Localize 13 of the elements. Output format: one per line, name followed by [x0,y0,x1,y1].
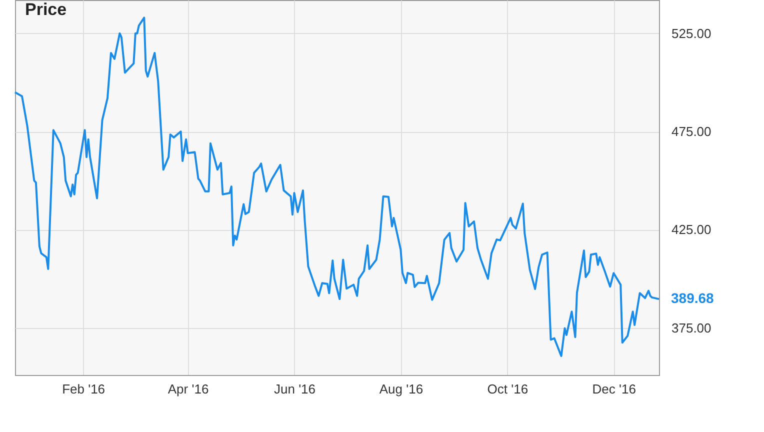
x-tick-label: Aug '16 [379,382,424,396]
y-tick-label: 475.00 [672,124,712,140]
chart-title: Price [25,0,67,19]
x-tick-label: Oct '16 [487,382,528,396]
line-series [14,16,660,357]
x-tick-label: Apr '16 [168,382,209,396]
x-tick-label: Dec '16 [592,382,636,396]
annotation: 389.68 [671,290,714,306]
x-tick-label: Jun '16 [274,382,316,396]
x-tick-label: Feb '16 [62,382,106,396]
y-tick-label: 375.00 [672,320,712,336]
y-tick-label: 425.00 [672,222,712,238]
y-tick-label: 525.00 [672,26,712,41]
